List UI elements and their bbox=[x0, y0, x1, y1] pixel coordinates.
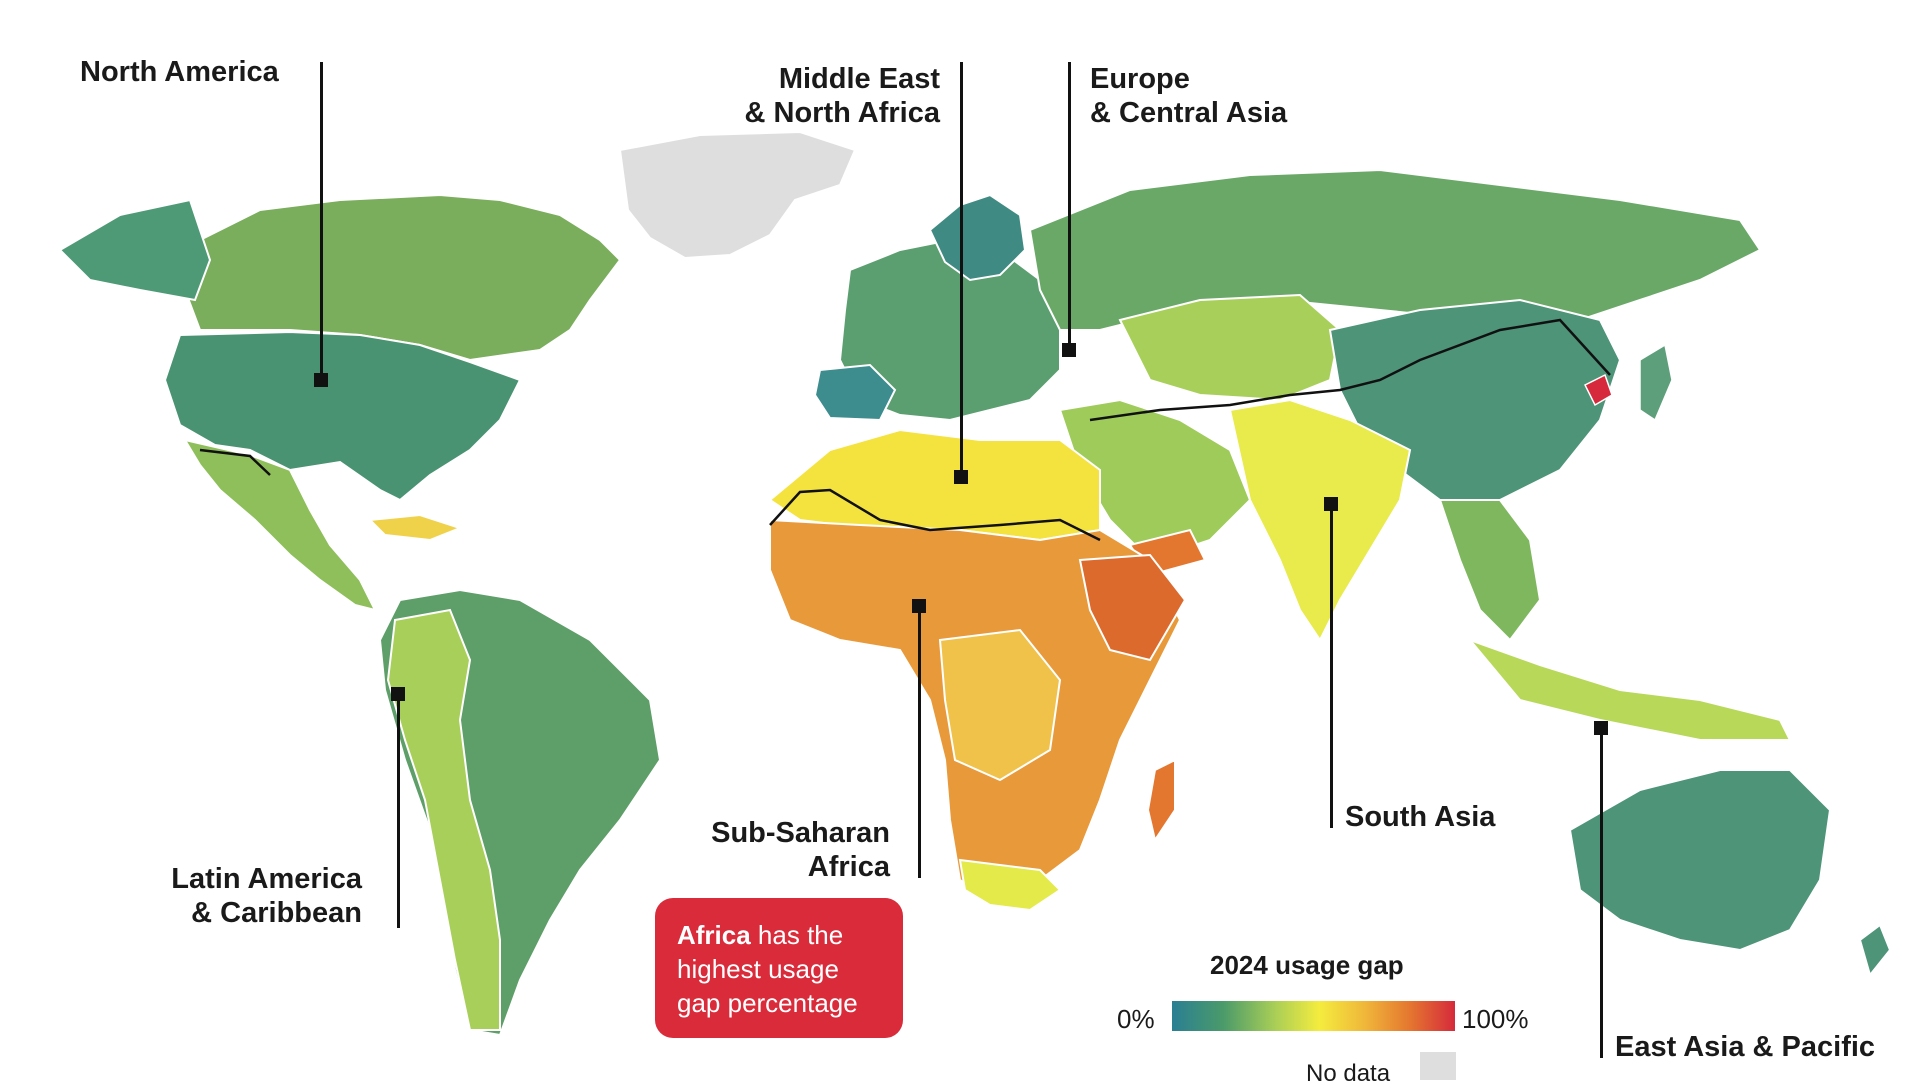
label-mena: Middle East & North Africa bbox=[744, 63, 941, 129]
united-states bbox=[163, 330, 522, 502]
callout-text: has the highest usage gap percentage bbox=[677, 920, 858, 1018]
label-europe-central-asia: Europe & Central Asia bbox=[1090, 63, 1288, 129]
label-north-america: North America bbox=[80, 56, 279, 88]
marker-latam bbox=[391, 687, 405, 701]
leader-south-asia bbox=[1330, 503, 1333, 828]
leader-europe bbox=[1068, 62, 1071, 352]
legend-color-scale bbox=[1172, 1001, 1455, 1031]
indonesia bbox=[1466, 637, 1792, 741]
region-border-south-asia bbox=[1089, 318, 1611, 422]
marker-ssa bbox=[912, 599, 926, 613]
leader-east-asia bbox=[1600, 728, 1603, 1058]
australia bbox=[1568, 769, 1832, 952]
southeast-asia bbox=[1438, 499, 1542, 642]
canada bbox=[183, 193, 622, 362]
marker-north-america bbox=[314, 373, 328, 387]
legend-max-label: 100% bbox=[1462, 1004, 1529, 1034]
region-border-na bbox=[199, 448, 271, 476]
legend-no-data-label: No data bbox=[1306, 1060, 1391, 1087]
marker-south-asia bbox=[1324, 497, 1338, 511]
mexico-central-america bbox=[182, 438, 377, 612]
greenland bbox=[618, 130, 857, 260]
leader-mena bbox=[960, 62, 963, 477]
andes-countries bbox=[386, 608, 501, 1031]
label-east-asia-pacific: East Asia & Pacific bbox=[1615, 1031, 1876, 1063]
caribbean bbox=[367, 513, 463, 542]
region-border-mena bbox=[769, 488, 1101, 542]
legend-title: 2024 usage gap bbox=[1210, 950, 1404, 980]
south-asia bbox=[1228, 398, 1412, 642]
madagascar bbox=[1146, 758, 1176, 843]
marker-europe bbox=[1062, 343, 1076, 357]
horn-of-africa bbox=[1078, 553, 1187, 662]
label-south-asia: South Asia bbox=[1345, 801, 1496, 833]
southern-africa bbox=[958, 858, 1062, 912]
russia bbox=[1028, 168, 1762, 331]
new-zealand bbox=[1858, 923, 1892, 978]
alaska bbox=[58, 198, 212, 302]
japan bbox=[1639, 343, 1673, 422]
central-africa bbox=[938, 628, 1062, 782]
marker-east-asia bbox=[1594, 721, 1608, 735]
iberia bbox=[813, 363, 897, 422]
leader-ssa bbox=[918, 606, 921, 878]
legend-no-data-swatch bbox=[1420, 1052, 1456, 1080]
label-sub-saharan-africa: Sub-Saharan Africa bbox=[711, 817, 890, 883]
leader-north-america bbox=[320, 62, 323, 380]
leader-latam bbox=[397, 693, 400, 928]
legend-min-label: 0% bbox=[1117, 1004, 1155, 1034]
north-korea bbox=[1583, 373, 1613, 407]
label-latin-america: Latin America & Caribbean bbox=[171, 863, 362, 929]
callout-strong: Africa bbox=[677, 920, 751, 950]
marker-mena bbox=[954, 470, 968, 484]
africa-callout: Africa has the highest usage gap percent… bbox=[655, 898, 903, 1038]
central-asia bbox=[1118, 293, 1342, 402]
scandinavia bbox=[928, 193, 1027, 282]
